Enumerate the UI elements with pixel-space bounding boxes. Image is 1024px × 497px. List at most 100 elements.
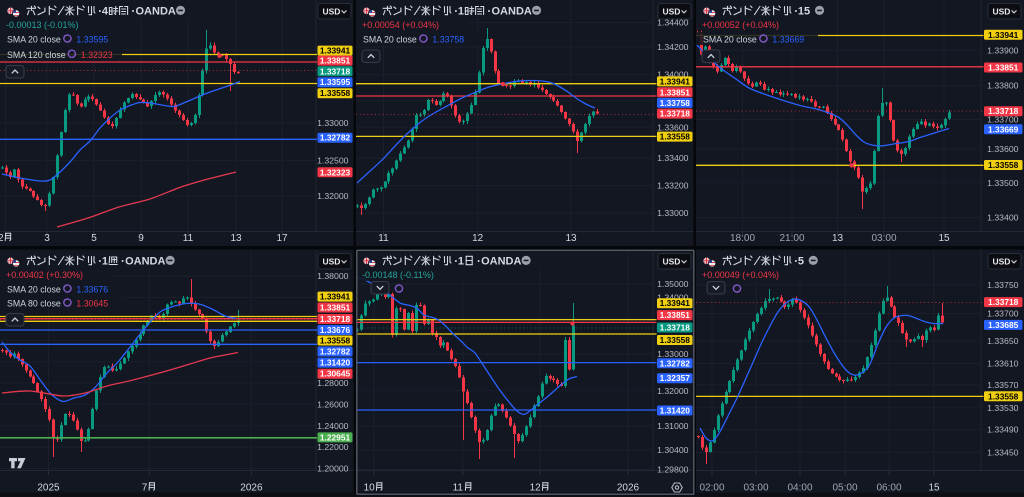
svg-text:1.33758: 1.33758 [432,35,464,45]
svg-text:05:00: 05:00 [832,483,857,494]
svg-text:1.33558: 1.33558 [320,336,351,346]
svg-text:1.33400: 1.33400 [657,153,689,163]
svg-text:1.33718: 1.33718 [320,314,351,324]
svg-text:1.34200: 1.34200 [657,42,689,52]
svg-text:1.33676: 1.33676 [320,325,351,335]
svg-text:21:00: 21:00 [779,233,804,244]
svg-text:11: 11 [453,483,464,494]
svg-text:1.33558: 1.33558 [988,160,1019,170]
svg-text:1: 1 [458,6,464,18]
svg-text:1.32782: 1.32782 [320,347,351,357]
svg-text:1.32000: 1.32000 [657,386,689,396]
svg-text:15: 15 [798,6,810,18]
svg-text:USD: USD [663,6,681,16]
svg-text:2026: 2026 [240,483,263,494]
svg-text:4: 4 [102,6,109,18]
svg-text:USD: USD [323,6,341,16]
svg-text:1.33500: 1.33500 [987,178,1019,188]
svg-text:1.34400: 1.34400 [657,18,689,28]
svg-text:1.33669: 1.33669 [772,35,804,45]
svg-text:USD: USD [663,256,681,266]
svg-text:1.33570: 1.33570 [987,380,1019,390]
svg-text:OANDA: OANDA [492,6,532,18]
svg-text:OANDA: OANDA [125,256,165,268]
svg-text:-0.00013 (-0.01%): -0.00013 (-0.01%) [6,20,79,30]
svg-text:1: 1 [102,256,108,268]
svg-text:06:00: 06:00 [876,483,901,494]
svg-text:1.32357: 1.32357 [660,373,691,383]
svg-text:1.33941: 1.33941 [660,298,691,308]
svg-text:USD: USD [993,256,1011,266]
svg-text:7: 7 [142,483,148,494]
svg-text:USD: USD [323,256,341,266]
svg-text:15: 15 [938,233,950,244]
svg-text:SMA 20 close: SMA 20 close [363,35,417,45]
svg-text:SMA 20 close: SMA 20 close [7,35,61,45]
svg-text:OANDA: OANDA [136,6,176,18]
svg-text:04:00: 04:00 [787,483,812,494]
svg-text:1.33600: 1.33600 [657,122,689,132]
svg-text:1.33650: 1.33650 [987,336,1019,346]
svg-text:1.33000: 1.33000 [317,118,349,128]
svg-text:1.33530: 1.33530 [987,403,1019,413]
svg-text:1.31000: 1.31000 [657,421,689,431]
svg-text:1.31420: 1.31420 [660,406,691,416]
svg-text:1.32323: 1.32323 [320,167,351,177]
svg-text:1.33758: 1.33758 [660,98,691,108]
svg-text:12: 12 [530,483,542,494]
svg-text:03:00: 03:00 [871,233,896,244]
svg-text:SMA 120 close: SMA 120 close [7,50,66,60]
svg-text:SMA 80 close: SMA 80 close [7,299,61,309]
svg-text:1.32000: 1.32000 [317,191,349,201]
svg-text:1.31420: 1.31420 [320,358,351,368]
svg-text:3: 3 [44,233,50,244]
svg-text:1.30400: 1.30400 [657,445,689,455]
svg-text:18:00: 18:00 [730,233,755,244]
svg-text:USD: USD [993,6,1011,16]
svg-text:1.33676: 1.33676 [76,285,108,295]
svg-text:1.33685: 1.33685 [988,320,1019,330]
svg-text:1.33558: 1.33558 [320,88,351,98]
svg-text:1.33558: 1.33558 [660,335,691,345]
svg-text:1.33700: 1.33700 [987,115,1019,125]
svg-text:1.33718: 1.33718 [320,66,351,76]
svg-text:1.33941: 1.33941 [320,292,351,302]
svg-text:1.33558: 1.33558 [988,391,1019,401]
svg-text:1.33200: 1.33200 [657,181,689,191]
svg-text:1.33400: 1.33400 [987,213,1019,223]
svg-text:1.33851: 1.33851 [320,303,351,313]
svg-text:1.20000: 1.20000 [317,464,349,474]
svg-text:1.33490: 1.33490 [987,425,1019,435]
svg-text:1.33718: 1.33718 [660,109,691,119]
svg-text:11: 11 [378,233,389,244]
svg-text:1.33718: 1.33718 [660,323,691,333]
svg-text:03:00: 03:00 [743,483,768,494]
svg-text:SMA 20 close: SMA 20 close [7,285,61,295]
svg-text:1.33700: 1.33700 [987,309,1019,319]
svg-text:1.26000: 1.26000 [317,399,349,409]
svg-text:2: 2 [0,233,4,244]
svg-text:2026: 2026 [617,483,640,494]
svg-text:-0.00148 (-0.11%): -0.00148 (-0.11%) [362,270,434,280]
svg-text:1.33851: 1.33851 [660,87,691,97]
svg-text:9: 9 [138,233,144,244]
svg-text:13: 13 [565,233,577,244]
svg-text:1.33595: 1.33595 [320,77,351,87]
svg-text:1.38000: 1.38000 [317,271,349,281]
svg-text:OANDA: OANDA [481,256,521,268]
svg-text:1.33669: 1.33669 [988,124,1019,134]
svg-text:1.33750: 1.33750 [987,280,1019,290]
svg-text:2025: 2025 [37,483,60,494]
svg-text:1.33718: 1.33718 [988,106,1019,116]
svg-text:1.33450: 1.33450 [987,448,1019,458]
svg-text:1.33851: 1.33851 [320,56,351,66]
svg-text:+0.00054 (+0.04%): +0.00054 (+0.04%) [362,20,439,30]
svg-text:1.33000: 1.33000 [657,349,689,359]
svg-text:1.30645: 1.30645 [76,299,108,309]
svg-text:1.33595: 1.33595 [76,35,108,45]
svg-text:+0.00402 (+0.30%): +0.00402 (+0.30%) [6,270,83,280]
svg-text:17: 17 [276,233,288,244]
svg-text:1.32782: 1.32782 [660,358,691,368]
svg-text:1.35000: 1.35000 [657,279,689,289]
svg-text:1.33600: 1.33600 [987,144,1019,154]
